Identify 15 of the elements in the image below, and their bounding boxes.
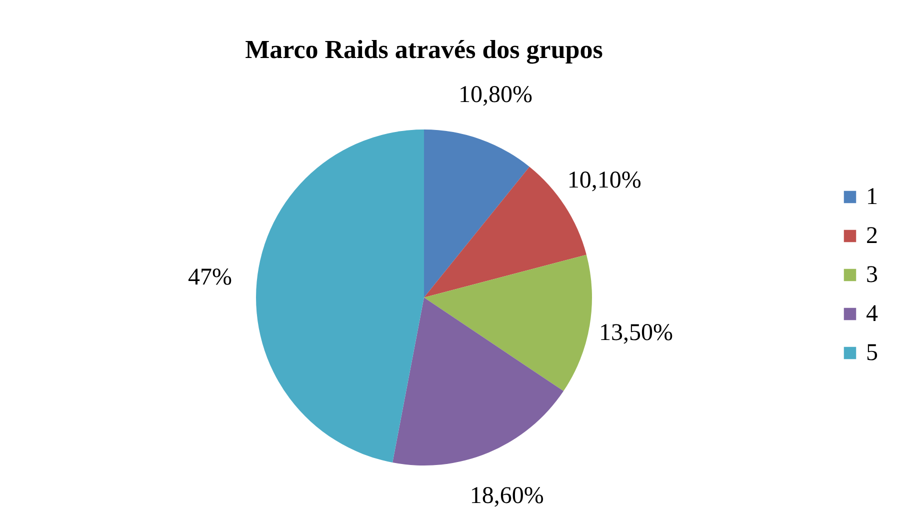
data-label: 18,60%	[470, 482, 544, 509]
legend-label: 2	[866, 223, 878, 249]
legend-label: 1	[866, 184, 878, 210]
data-label: 10,80%	[458, 82, 533, 108]
pie-slice	[424, 130, 530, 298]
pie-slice	[392, 298, 564, 466]
chart-title: Marco Raids através dos grupos	[245, 34, 603, 64]
legend-label: 3	[866, 262, 878, 288]
pie-slice	[424, 254, 592, 392]
data-label: 10,10%	[567, 168, 642, 194]
legend-label: 5	[866, 340, 878, 366]
data-label: 47%	[188, 264, 232, 290]
legend-label: 4	[866, 301, 878, 327]
data-label: 13,50%	[599, 320, 674, 346]
pie-slice	[256, 130, 424, 463]
